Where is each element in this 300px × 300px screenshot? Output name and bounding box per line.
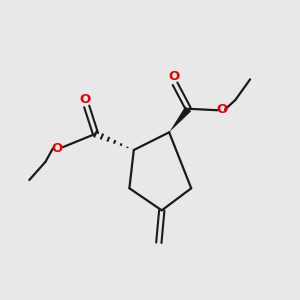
Polygon shape — [169, 106, 191, 132]
Text: O: O — [80, 93, 91, 106]
Text: O: O — [52, 142, 63, 155]
Text: O: O — [168, 70, 179, 83]
Text: O: O — [217, 103, 228, 116]
